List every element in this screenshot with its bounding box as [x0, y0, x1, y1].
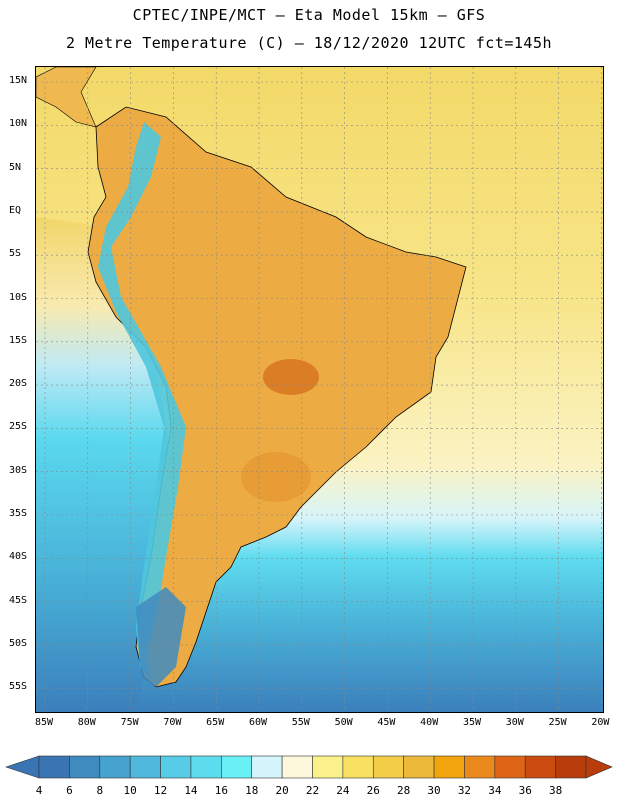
- colorbar-segment: [99, 755, 131, 779]
- temperature-map: [35, 66, 604, 713]
- lat-label: 5S: [9, 248, 22, 260]
- lon-label: 55W: [291, 717, 310, 728]
- map-subtitle: 2 Metre Temperature (C) – 18/12/2020 12U…: [65, 34, 553, 52]
- map-title: CPTEC/INPE/MCT – Eta Model 15km – GFS: [132, 6, 486, 24]
- colorbar-segment: [494, 755, 526, 779]
- lon-label: 70W: [163, 717, 182, 728]
- colorbar-tick-label: 36: [518, 784, 532, 797]
- colorbar-segment: [281, 755, 313, 779]
- colorbar-tick-label: 14: [184, 784, 198, 797]
- colorbar-low-arrow: [5, 755, 40, 779]
- andes-cold-band: [98, 122, 186, 679]
- colorbar-segment: [403, 755, 435, 779]
- colorbar-tick-label: 18: [245, 784, 259, 797]
- colorbar-tick-label: 38: [548, 784, 563, 797]
- colorbar-tick-label: 6: [66, 784, 73, 797]
- colorbar-tick-label: 4: [35, 784, 43, 797]
- lon-label: 30W: [505, 717, 524, 728]
- colorbar-segment: [524, 755, 556, 779]
- colorbar-tick-label: 32: [457, 784, 472, 797]
- lat-label: EQ: [9, 204, 22, 216]
- colorbar-segment: [251, 755, 283, 779]
- colorbar-tick-label: 16: [214, 784, 228, 797]
- lon-label: 20W: [591, 717, 610, 728]
- colorbar-tick-label: 26: [366, 784, 380, 797]
- lon-label: 35W: [462, 717, 482, 728]
- colorbar-segment: [372, 755, 404, 779]
- colorbar-tick-label: 24: [336, 784, 350, 797]
- hot-spot-region: [263, 359, 319, 395]
- lon-label: 60W: [248, 717, 268, 728]
- lat-label: 30S: [9, 464, 28, 476]
- colorbar-segment: [342, 755, 374, 779]
- lat-label: 40S: [9, 551, 28, 563]
- colorbar-tick-label: 34: [488, 784, 502, 797]
- lat-label: 15S: [9, 334, 28, 346]
- lon-label: 65W: [206, 717, 225, 728]
- map-canvas: [36, 67, 603, 712]
- colorbar-segment: [69, 755, 101, 779]
- lon-label: 85W: [34, 717, 54, 728]
- lat-label: 50S: [9, 637, 28, 649]
- lat-label: 5N: [9, 161, 22, 173]
- lat-label: 15N: [9, 75, 28, 86]
- colorbar-segment: [464, 755, 496, 779]
- colorbar-tick-label: 30: [427, 784, 441, 797]
- lat-label: 45S: [9, 594, 28, 606]
- colorbar-tick-label: 10: [123, 784, 137, 797]
- colorbar-high-arrow: [585, 755, 613, 779]
- lon-label: 75W: [120, 717, 139, 728]
- colorbar-tick-label: 12: [153, 784, 168, 797]
- colorbar-segment: [221, 755, 253, 779]
- colorbar-segment: [38, 755, 70, 779]
- colorbar-tick-label: 8: [96, 784, 104, 797]
- lat-label: 10N: [9, 118, 28, 130]
- lon-label: 40W: [420, 717, 439, 728]
- colorbar-tick-label: 20: [275, 784, 289, 797]
- colorbar-segment: [160, 755, 192, 779]
- lat-label: 35S: [9, 508, 28, 519]
- colorbar-segment: [129, 755, 161, 779]
- colorbar-segment: [555, 755, 587, 779]
- colorbar-segment: [312, 755, 344, 779]
- lon-label: 25W: [548, 717, 567, 728]
- lon-label: 80W: [77, 717, 96, 728]
- colorbar-segment: [433, 755, 465, 779]
- lat-label: 55S: [9, 681, 28, 693]
- lon-label: 50W: [334, 717, 353, 728]
- lon-label: 45W: [377, 717, 396, 728]
- colorbar-tick-label: 22: [305, 784, 320, 797]
- lat-label: 10S: [9, 291, 28, 303]
- temperature-colorbar: [5, 755, 613, 779]
- colorbar-tick-label: 28: [397, 784, 411, 797]
- lat-label: 20S: [9, 378, 28, 390]
- hot-spot-region-south: [241, 452, 311, 502]
- lat-label: 25S: [9, 421, 28, 433]
- colorbar-segment: [190, 755, 222, 779]
